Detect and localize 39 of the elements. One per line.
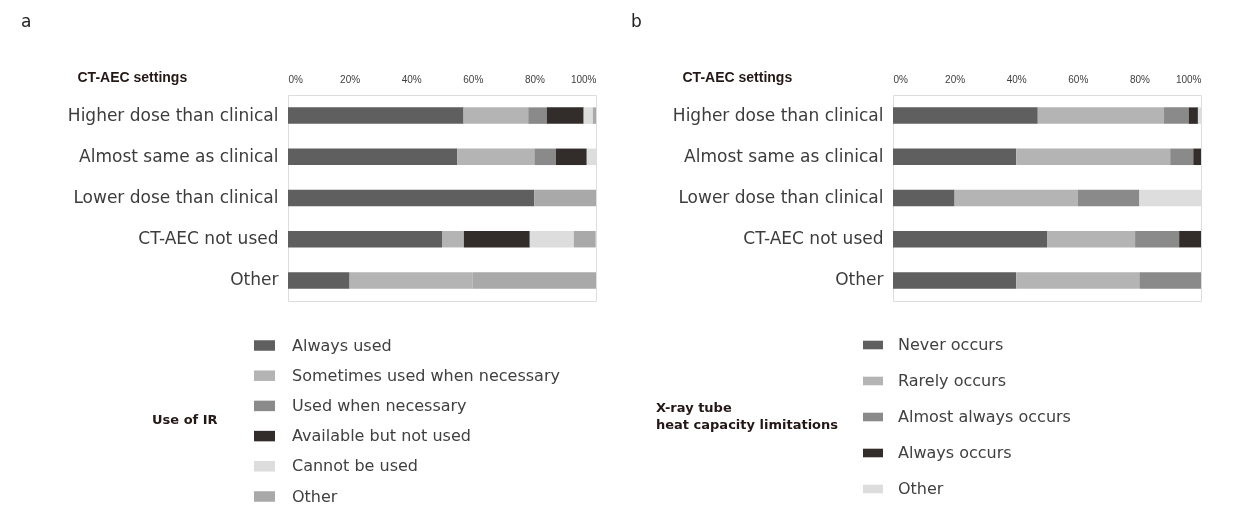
x-tick-label: 40% bbox=[401, 73, 422, 85]
x-tick-label: 60% bbox=[1068, 73, 1089, 85]
legend-title: Use of IR bbox=[152, 412, 218, 427]
y-axis-title: CT-AEC settings bbox=[77, 68, 188, 85]
y-tick-label: Other bbox=[835, 269, 884, 290]
legend-label: Used when necessary bbox=[292, 395, 467, 415]
legend-label: Other bbox=[898, 479, 944, 498]
x-tick-label: 40% bbox=[1006, 73, 1027, 85]
y-tick-label: Lower dose than clinical bbox=[678, 187, 884, 207]
y-tick-label: Almost same as clinical bbox=[79, 145, 279, 166]
y-tick-label: Other bbox=[230, 269, 279, 290]
legend-label: Always occurs bbox=[898, 443, 1012, 462]
legend-label: Never occurs bbox=[898, 335, 1004, 354]
x-tick-label: 100% bbox=[570, 73, 597, 85]
x-tick-label: 0% bbox=[893, 73, 909, 85]
y-tick-label: Almost same as clinical bbox=[684, 145, 884, 166]
y-tick-label: Higher dose than clinical bbox=[672, 104, 884, 125]
y-tick-label: CT-AEC not used bbox=[138, 228, 279, 249]
legend-label: Available but not used bbox=[292, 426, 471, 446]
legend-label: Almost always occurs bbox=[898, 407, 1071, 426]
legend-label: Cannot be used bbox=[292, 456, 418, 476]
x-tick-label: 20% bbox=[945, 73, 966, 85]
legend-label: Rarely occurs bbox=[898, 371, 1007, 390]
text: a bbox=[21, 11, 32, 31]
x-tick-label: 80% bbox=[1129, 73, 1151, 85]
x-tick-label: 20% bbox=[340, 73, 361, 85]
x-tick-label: 80% bbox=[524, 73, 546, 85]
y-tick-label: Higher dose than clinical bbox=[67, 104, 279, 125]
legend-label: Sometimes used when necessary bbox=[292, 365, 560, 385]
y-tick-label: CT-AEC not used bbox=[743, 228, 884, 249]
x-tick-label: 100% bbox=[1175, 73, 1202, 85]
legend-title: X-ray tube heat capacity limitations bbox=[656, 400, 839, 432]
y-tick-label: Lower dose than clinical bbox=[73, 187, 279, 207]
text: b bbox=[631, 11, 642, 31]
legend-label: Other bbox=[292, 486, 338, 506]
x-tick-label: 60% bbox=[463, 73, 484, 85]
y-axis-title: CT-AEC settings bbox=[682, 68, 793, 85]
legend-label: Always used bbox=[292, 335, 392, 355]
x-tick-label: 0% bbox=[288, 73, 304, 85]
